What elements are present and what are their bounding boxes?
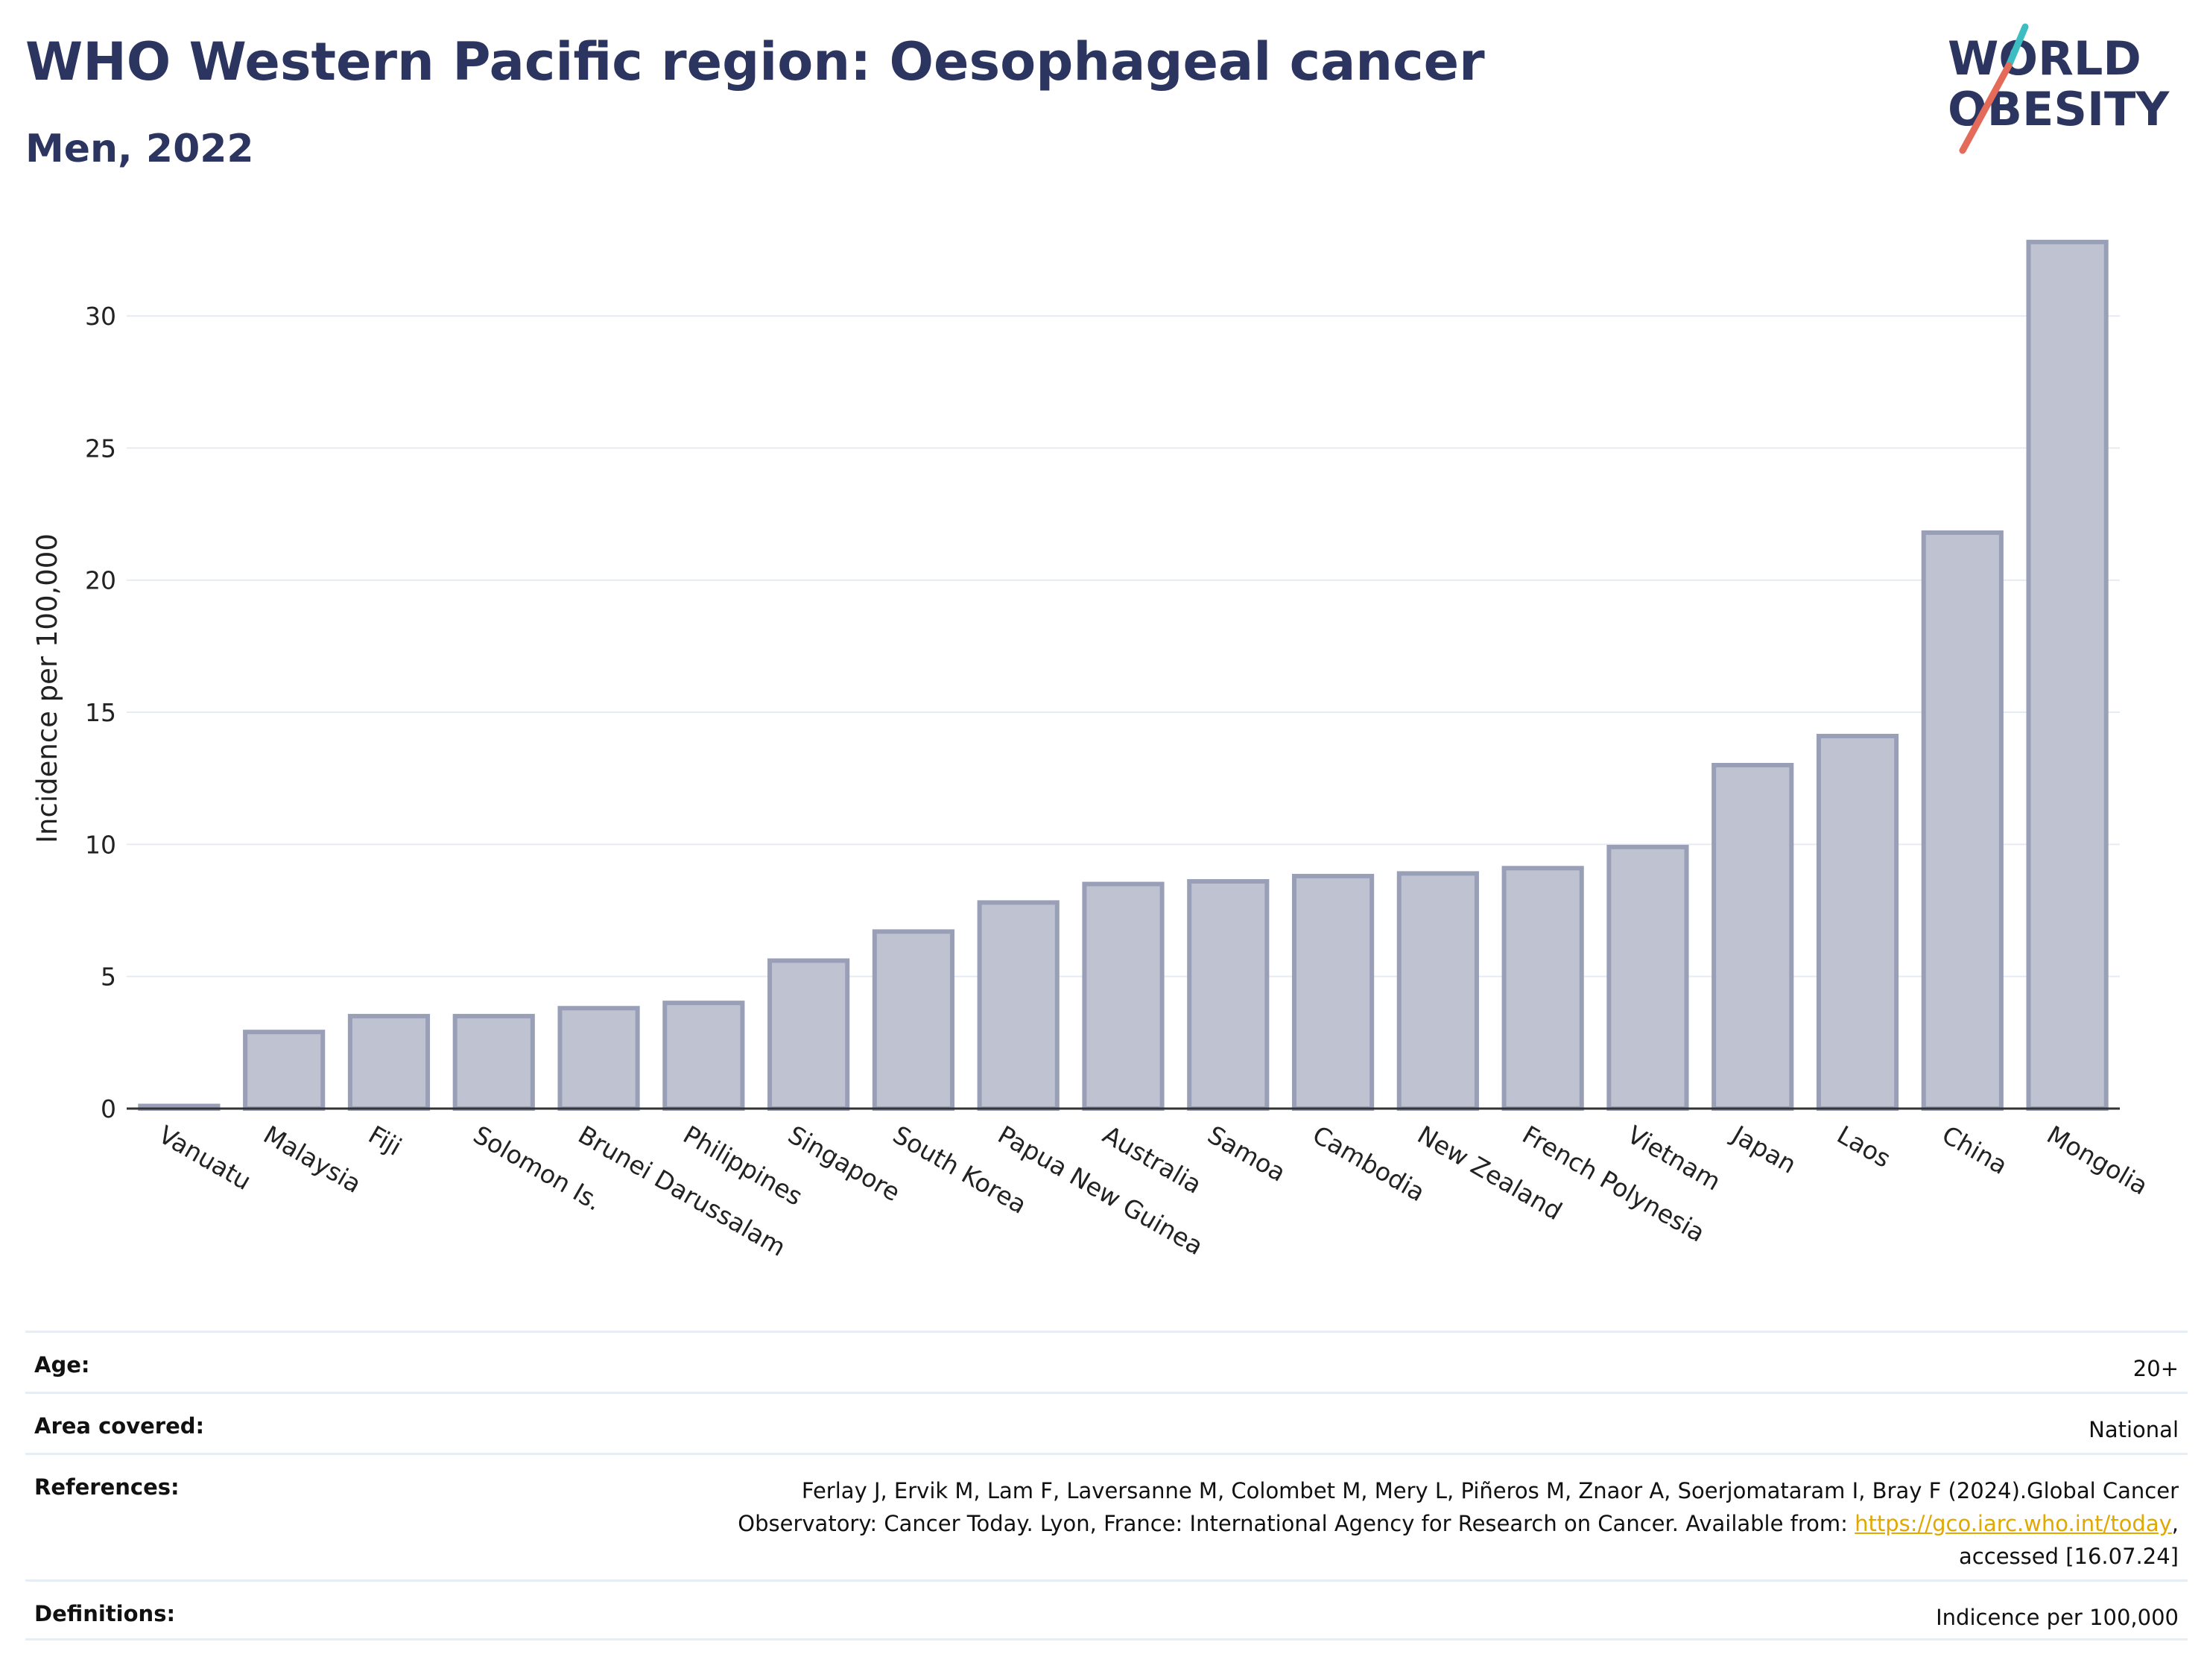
y-tick-label: 25: [85, 434, 116, 463]
bars: [138, 239, 2109, 1112]
y-tick-label: 0: [101, 1094, 116, 1123]
y-tick-label: 20: [85, 566, 116, 595]
bar: [1291, 873, 1375, 1111]
logo-line1: WORLD: [1948, 31, 2141, 86]
bar: [1082, 881, 1165, 1111]
chart-subtitle: Men, 2022: [25, 127, 254, 171]
y-tick-label: 10: [85, 830, 116, 859]
bar: [1396, 871, 1479, 1111]
references-link[interactable]: https://gco.iarc.who.int/today: [1855, 1511, 2172, 1536]
y-tick-label: 15: [85, 698, 116, 727]
bar: [347, 1013, 431, 1112]
bar: [243, 1030, 326, 1111]
x-tick-label: Fiji: [364, 1120, 407, 1161]
y-tick-label: 5: [101, 963, 116, 992]
bar: [1816, 733, 1899, 1112]
bar: [452, 1013, 535, 1112]
bar: [662, 1001, 745, 1112]
meta-label-age: Age:: [34, 1352, 90, 1378]
x-tick-label: French Polynesia: [1518, 1120, 1710, 1248]
meta-value-age: 20+: [2132, 1356, 2179, 1381]
meta-value-references: Ferlay J, Ervik M, Lam F, Laversanne M, …: [688, 1474, 2179, 1573]
x-tick-label: Mongolia: [2042, 1120, 2153, 1200]
logo-slash-bottom: [1959, 62, 2013, 154]
meta-value-area: National: [2089, 1417, 2179, 1442]
references-text: Ferlay J, Ervik M, Lam F, Laversanne M, …: [738, 1478, 2179, 1536]
references-text-end: , accessed [16.07.24]: [1959, 1511, 2179, 1569]
chart-title: WHO Western Pacific region: Oesophageal …: [25, 31, 1485, 92]
meta-label-area: Area covered:: [34, 1413, 205, 1439]
meta-value-definitions: Indicence per 100,000: [1936, 1605, 2179, 1630]
meta-row-area: Area covered: National: [25, 1392, 2188, 1453]
bar: [1187, 879, 1270, 1111]
world-obesity-logo: WORLD OBESITY: [1948, 23, 2170, 154]
x-tick-label: Samoa: [1203, 1120, 1291, 1188]
bar: [872, 929, 955, 1112]
x-tick-label: Laos: [1832, 1120, 1896, 1173]
x-tick-label: China: [1937, 1120, 2013, 1180]
bar: [977, 900, 1060, 1111]
x-tick-label: Cambodia: [1308, 1120, 1430, 1207]
bar: [767, 958, 850, 1111]
bar: [557, 1006, 640, 1112]
logo-slash-top: [2005, 23, 2029, 69]
y-axis-title: Incidence per 100,000: [31, 533, 63, 843]
bar: [1921, 530, 2004, 1111]
bar: [1501, 866, 1584, 1111]
meta-row-definitions: Definitions: Indicence per 100,000: [25, 1579, 2188, 1641]
bar: [2026, 239, 2109, 1112]
x-tick-label: Japan: [1726, 1119, 1802, 1179]
x-tick-label: Malaysia: [259, 1120, 366, 1199]
meta-label-definitions: Definitions:: [34, 1601, 176, 1626]
y-tick-label: 30: [85, 302, 116, 331]
x-tick-label: Vanuatu: [153, 1120, 256, 1196]
metadata-table: Age: 20+ Area covered: National Referenc…: [25, 1331, 2188, 1641]
bar: [1606, 844, 1689, 1112]
y-axis-ticks: 0 5 10 15 20 25 30: [85, 302, 116, 1123]
meta-row-age: Age: 20+: [25, 1331, 2188, 1392]
meta-label-references: References:: [34, 1474, 180, 1500]
bar: [1711, 762, 1794, 1112]
meta-row-references: References: Ferlay J, Ervik M, Lam F, La…: [25, 1453, 2188, 1579]
